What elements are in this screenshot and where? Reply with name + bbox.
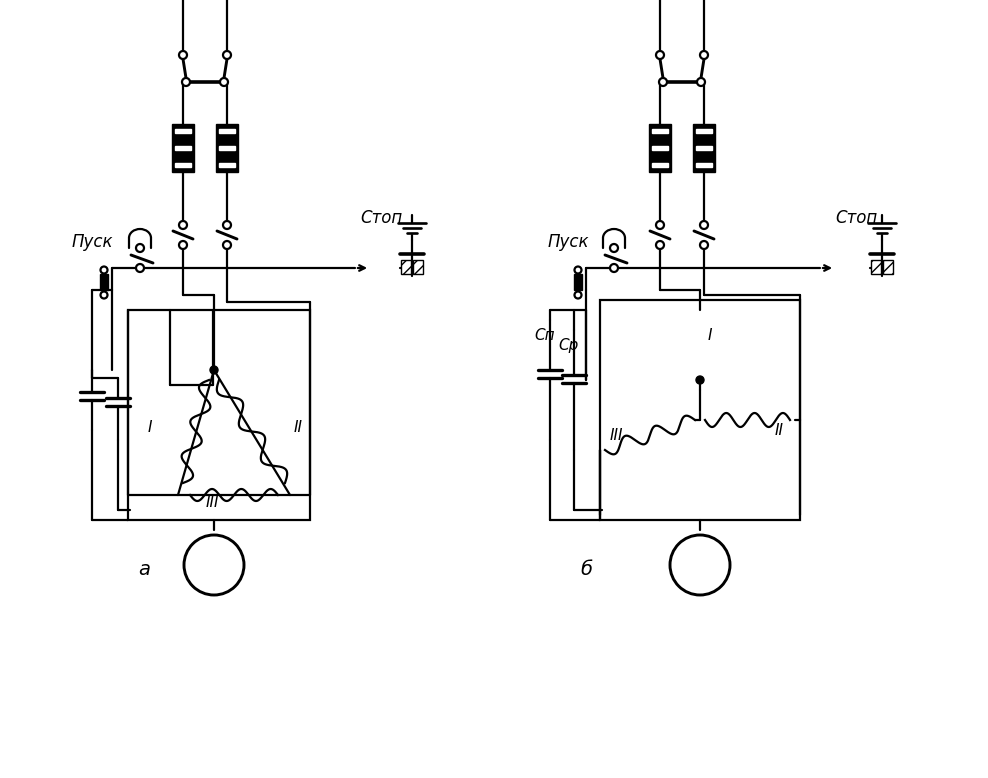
Bar xyxy=(652,163,668,167)
Circle shape xyxy=(697,78,705,86)
Circle shape xyxy=(136,244,144,252)
Bar xyxy=(600,300,800,520)
Text: I: I xyxy=(708,328,712,343)
Circle shape xyxy=(700,51,708,59)
Text: II: II xyxy=(294,420,303,435)
Bar xyxy=(693,124,715,172)
Circle shape xyxy=(223,241,231,249)
Circle shape xyxy=(101,267,108,274)
Circle shape xyxy=(136,264,144,272)
Text: Стоп: Стоп xyxy=(835,209,877,227)
Bar xyxy=(219,129,235,133)
Bar xyxy=(175,129,191,133)
Bar xyxy=(883,260,893,274)
Circle shape xyxy=(101,292,108,299)
Bar xyxy=(216,124,238,172)
Bar xyxy=(219,146,235,150)
Bar xyxy=(696,146,712,150)
Circle shape xyxy=(223,51,231,59)
Circle shape xyxy=(659,78,667,86)
Text: Пуск: Пуск xyxy=(72,233,114,251)
Text: II: II xyxy=(775,423,784,438)
Bar xyxy=(652,129,668,133)
Text: III: III xyxy=(610,428,623,443)
Bar xyxy=(175,146,191,150)
Circle shape xyxy=(610,244,618,252)
Circle shape xyxy=(210,366,218,374)
Bar xyxy=(696,129,712,133)
Circle shape xyxy=(223,221,231,229)
Bar xyxy=(100,274,108,290)
Circle shape xyxy=(220,78,228,86)
Text: I: I xyxy=(148,420,152,435)
Text: III: III xyxy=(206,495,219,510)
Circle shape xyxy=(610,264,618,272)
Text: Стоп: Стоп xyxy=(360,209,402,227)
Circle shape xyxy=(670,535,730,595)
Bar xyxy=(649,124,671,172)
Bar xyxy=(401,260,411,274)
Bar xyxy=(413,260,423,274)
Circle shape xyxy=(696,376,704,384)
Circle shape xyxy=(184,535,244,595)
Circle shape xyxy=(574,292,582,299)
Bar xyxy=(175,163,191,167)
Circle shape xyxy=(179,221,187,229)
Bar xyxy=(574,274,582,290)
Bar xyxy=(128,310,310,520)
Circle shape xyxy=(656,51,664,59)
Circle shape xyxy=(574,267,582,274)
Text: Пуск: Пуск xyxy=(548,233,590,251)
Bar xyxy=(172,124,194,172)
Text: Ср: Ср xyxy=(558,338,578,353)
Circle shape xyxy=(656,221,664,229)
Bar xyxy=(696,163,712,167)
Text: а: а xyxy=(138,560,150,579)
Circle shape xyxy=(179,51,187,59)
Text: б: б xyxy=(580,560,592,579)
Circle shape xyxy=(179,241,187,249)
Circle shape xyxy=(182,78,190,86)
Circle shape xyxy=(700,221,708,229)
Bar xyxy=(652,146,668,150)
Bar xyxy=(219,163,235,167)
Text: Сп: Сп xyxy=(534,328,554,343)
Bar xyxy=(871,260,881,274)
Circle shape xyxy=(656,241,664,249)
Circle shape xyxy=(700,241,708,249)
